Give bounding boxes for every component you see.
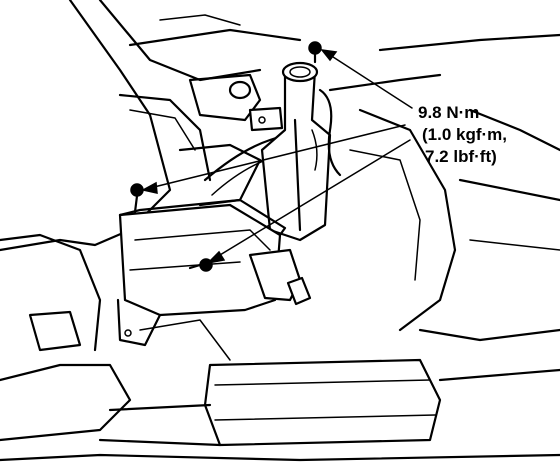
torque-spec-line-1: 9.8 N·m [418,103,479,122]
torque-spec-line-3: 7.2 lbf·ft) [425,147,497,166]
bolt-icon [130,183,144,197]
torque-spec-line-2: (1.0 kgf·m, [422,125,507,144]
bracket-box [116,198,312,347]
body-frame [0,0,560,352]
bolt-top [308,41,322,64]
bolt-left [130,183,144,214]
lower-frame [0,310,560,462]
bolt-icon [308,41,322,55]
torque-spec-label: 9.8 N·m (1.0 kgf·m, 7.2 lbf·ft) [418,103,507,166]
leader-lines [140,48,413,265]
